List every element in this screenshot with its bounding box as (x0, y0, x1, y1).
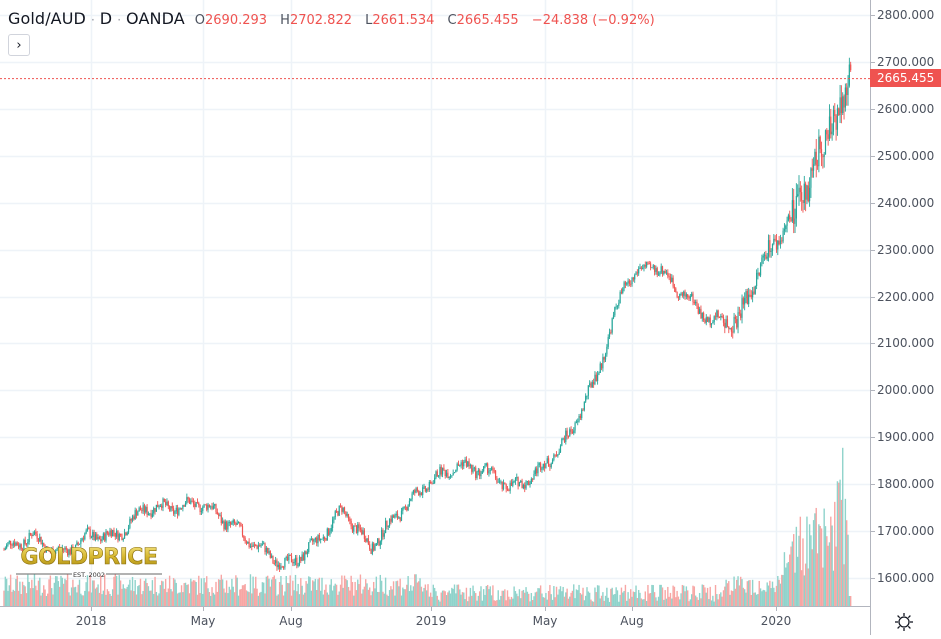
settings-gear-icon[interactable] (893, 611, 915, 633)
price-axis-label: 2200.000 (877, 289, 935, 304)
price-axis-label: 2400.000 (877, 195, 935, 210)
price-axis-label: 1800.000 (877, 477, 935, 492)
separator: · (117, 13, 122, 27)
time-axis-label: Aug (279, 614, 303, 628)
high-key: H (280, 13, 290, 28)
open-value: 2690.293 (205, 13, 268, 28)
close-value: 2665.455 (456, 13, 519, 28)
interval[interactable]: D (99, 9, 113, 28)
time-axis-label: 2020 (760, 614, 792, 628)
high-value: 2702.822 (289, 13, 352, 28)
time-axis-label: Aug (620, 614, 644, 628)
svg-text:EST. 2002: EST. 2002 (73, 571, 105, 579)
volume-histogram (3, 447, 852, 606)
price-axis-label: 2100.000 (877, 336, 935, 351)
price-axis-label: 2600.000 (877, 101, 935, 116)
chevron-right-icon: › (16, 37, 22, 53)
price-axis-label: 1900.000 (877, 430, 935, 445)
separator: · (90, 13, 95, 27)
time-axis-label: May (532, 614, 558, 628)
price-axis-label: 2300.000 (877, 242, 935, 257)
price-axis-label: 2000.000 (877, 383, 935, 398)
low-value: 2661.534 (372, 13, 435, 28)
change-value: −24.838 (−0.92%) (531, 13, 655, 28)
price-axis-label: 2500.000 (877, 148, 935, 163)
price-axis-label: 1600.000 (877, 571, 935, 585)
svg-text:GOLDPRICE: GOLDPRICE (21, 545, 158, 570)
open-key: O (194, 13, 205, 28)
grid-lines (0, 0, 870, 606)
ohlc-values: O2690.293 H2702.822 L2661.534 C2665.455 … (195, 13, 664, 28)
time-axis-label: 2019 (415, 614, 447, 628)
low-key: L (365, 13, 373, 28)
close-key: C (447, 13, 457, 28)
time-axis-label: May (190, 614, 216, 628)
exchange: OANDA (126, 9, 185, 28)
price-axis-label: 1700.000 (877, 524, 935, 539)
symbol-name[interactable]: Gold/AUD (8, 9, 86, 28)
symbol-legend: Gold/AUD · D · OANDA O2690.293 H2702.822… (8, 9, 664, 28)
expand-legend-button[interactable]: › (8, 34, 30, 56)
price-axis-label: 2800.000 (877, 8, 935, 22)
price-axis-label: 2700.000 (877, 54, 935, 69)
last-price-badge: 2665.455 (870, 69, 941, 87)
goldprice-logo: GOLDPRICE EST. 2002 (16, 545, 162, 579)
candlestick-series (3, 57, 852, 573)
time-axis-label: 2018 (75, 614, 107, 628)
axis-ticks (91, 15, 875, 611)
